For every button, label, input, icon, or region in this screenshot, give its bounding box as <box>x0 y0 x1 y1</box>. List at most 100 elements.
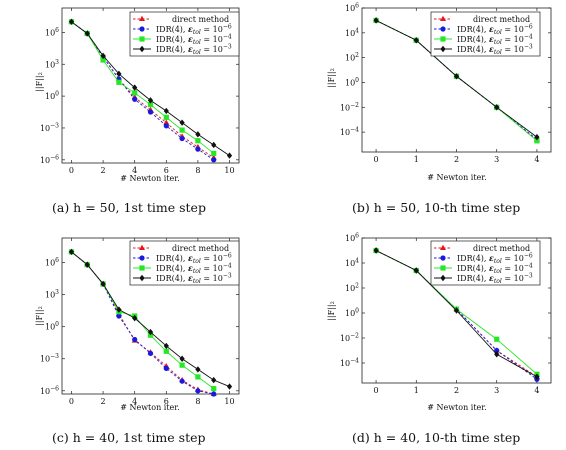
data-point <box>195 366 201 373</box>
data-point <box>211 391 217 397</box>
legend-label: IDR(4), εtol = 10−4 <box>457 263 533 276</box>
legend-label: IDR(4), εtol = 10−6 <box>156 253 232 266</box>
legend-label: IDR(4), εtol = 10−3 <box>457 44 533 57</box>
data-point <box>494 104 500 111</box>
data-point <box>132 90 138 96</box>
data-point <box>453 307 460 314</box>
legend-label: IDR(4), εtol = 10−6 <box>457 24 533 37</box>
x-tick-label: 0 <box>374 386 379 395</box>
legend-label: IDR(4), εtol = 10−4 <box>156 263 232 276</box>
x-axis-label: # Newton iter. <box>427 173 487 182</box>
legend-label: IDR(4), εtol = 10−3 <box>156 44 232 57</box>
data-point <box>179 135 185 142</box>
data-point <box>147 102 154 108</box>
y-tick-label: 10−3 <box>40 353 59 364</box>
data-point <box>147 97 154 104</box>
data-point <box>116 306 122 313</box>
legend-marker <box>139 274 145 282</box>
data-point <box>68 18 75 26</box>
x-tick-label: 0 <box>69 166 74 175</box>
y-axis-label: ||F||₂ <box>35 72 44 92</box>
data-point <box>494 347 500 354</box>
legend-marker <box>440 45 446 53</box>
x-tick-label: 10 <box>224 166 234 175</box>
y-tick-label: 10−6 <box>40 385 59 396</box>
x-tick-label: 8 <box>195 166 200 175</box>
y-tick-label: 10−4 <box>340 127 359 138</box>
legend-label: IDR(4), εtol = 10−3 <box>457 273 533 286</box>
y-tick-label: 102 <box>345 52 359 63</box>
data-point <box>132 96 138 102</box>
data-point <box>226 383 233 390</box>
x-tick-label: 4 <box>132 397 137 406</box>
data-point <box>413 37 419 44</box>
data-point <box>211 376 217 384</box>
legend-label: direct method <box>172 244 229 253</box>
data-point <box>534 138 540 144</box>
legend-marker <box>139 255 145 261</box>
legend-marker <box>139 45 145 53</box>
x-tick-label: 8 <box>195 397 200 406</box>
y-tick-label: 100 <box>345 308 359 319</box>
data-point <box>179 127 185 133</box>
legend-label: direct method <box>473 244 530 253</box>
legend-marker <box>440 26 446 32</box>
data-point <box>132 314 138 322</box>
x-tick-label: 3 <box>494 155 499 164</box>
y-tick-label: 102 <box>345 283 359 294</box>
legend-label: IDR(4), εtol = 10−3 <box>156 273 232 286</box>
data-point <box>195 374 201 380</box>
y-tick-label: 10−3 <box>40 122 59 133</box>
legend-marker <box>440 244 446 250</box>
plot-frame-c <box>61 237 240 395</box>
x-axis-label: # Newton iter. <box>120 403 180 412</box>
y-axis-label: ||F||₂ <box>327 301 336 321</box>
legend-marker <box>139 26 145 32</box>
data-point <box>163 123 169 129</box>
data-point <box>373 247 379 254</box>
x-tick-label: 6 <box>164 166 169 175</box>
data-point <box>116 313 122 319</box>
y-tick-label: 10−6 <box>40 154 59 165</box>
data-point <box>132 84 138 91</box>
y-tick-label: 10−2 <box>340 333 359 344</box>
data-point <box>195 138 201 144</box>
data-point <box>100 57 106 63</box>
legend-marker <box>440 36 446 42</box>
x-tick-label: 0 <box>374 155 379 164</box>
data-point <box>147 109 154 115</box>
data-point <box>132 336 138 343</box>
caption-a: (a) h = 50, 1st time step <box>52 200 206 215</box>
data-point <box>116 79 122 85</box>
legend-marker <box>440 15 446 21</box>
y-tick-label: 100 <box>45 91 59 102</box>
x-tick-label: 2 <box>101 397 106 406</box>
data-point <box>373 17 379 24</box>
x-tick-label: 1 <box>414 155 419 164</box>
y-tick-label: 106 <box>345 233 359 244</box>
x-tick-label: 3 <box>494 386 499 395</box>
data-point <box>211 141 217 149</box>
data-point <box>179 378 185 384</box>
data-point <box>84 30 90 37</box>
y-tick-label: 104 <box>345 27 359 38</box>
data-point <box>163 119 170 125</box>
data-point <box>84 261 90 268</box>
legend-label: direct method <box>172 15 229 24</box>
x-tick-label: 4 <box>534 386 539 395</box>
data-point <box>195 146 201 152</box>
y-tick-label: 104 <box>345 258 359 269</box>
y-tick-label: 106 <box>45 27 59 38</box>
caption-d: (d) h = 40, 10-th time step <box>352 430 521 445</box>
y-tick-label: 10−4 <box>340 358 359 369</box>
chart-a: 0 2 4 6 8 10 10−6 10−3 100 103 106 # Newton iter. ||… <box>35 7 240 183</box>
data-point <box>163 114 169 120</box>
y-tick-label: 106 <box>45 257 59 268</box>
data-point <box>179 362 185 368</box>
legend-label: direct method <box>473 15 530 24</box>
x-tick-label: 6 <box>164 397 169 406</box>
x-tick-label: 10 <box>224 397 234 406</box>
data-point <box>195 131 201 138</box>
